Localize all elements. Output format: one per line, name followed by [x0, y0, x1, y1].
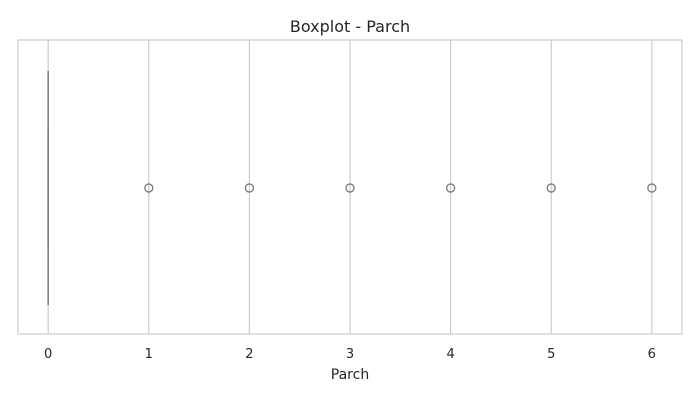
outlier-point	[647, 183, 657, 193]
x-tick-label: 3	[346, 347, 354, 362]
gridlines	[47, 40, 653, 334]
x-axis-ticks: 0 1 2 3 4 5 6	[44, 347, 656, 362]
x-tick-label: 1	[145, 347, 153, 362]
outlier-point	[345, 183, 355, 193]
outliers	[144, 183, 657, 193]
outlier-point	[244, 183, 255, 193]
x-tick-label: 6	[648, 347, 656, 362]
plot-area	[17, 39, 683, 335]
chart-title: Boxplot - Parch	[290, 17, 410, 36]
x-tick-label: 0	[44, 347, 52, 362]
x-tick-label: 2	[245, 347, 253, 362]
x-tick-label: 5	[547, 347, 555, 362]
outlier-point	[445, 183, 456, 193]
outlier-point	[546, 183, 556, 193]
outlier-point	[144, 183, 154, 193]
x-axis-label: Parch	[331, 367, 369, 383]
x-tick-label: 4	[446, 347, 454, 362]
